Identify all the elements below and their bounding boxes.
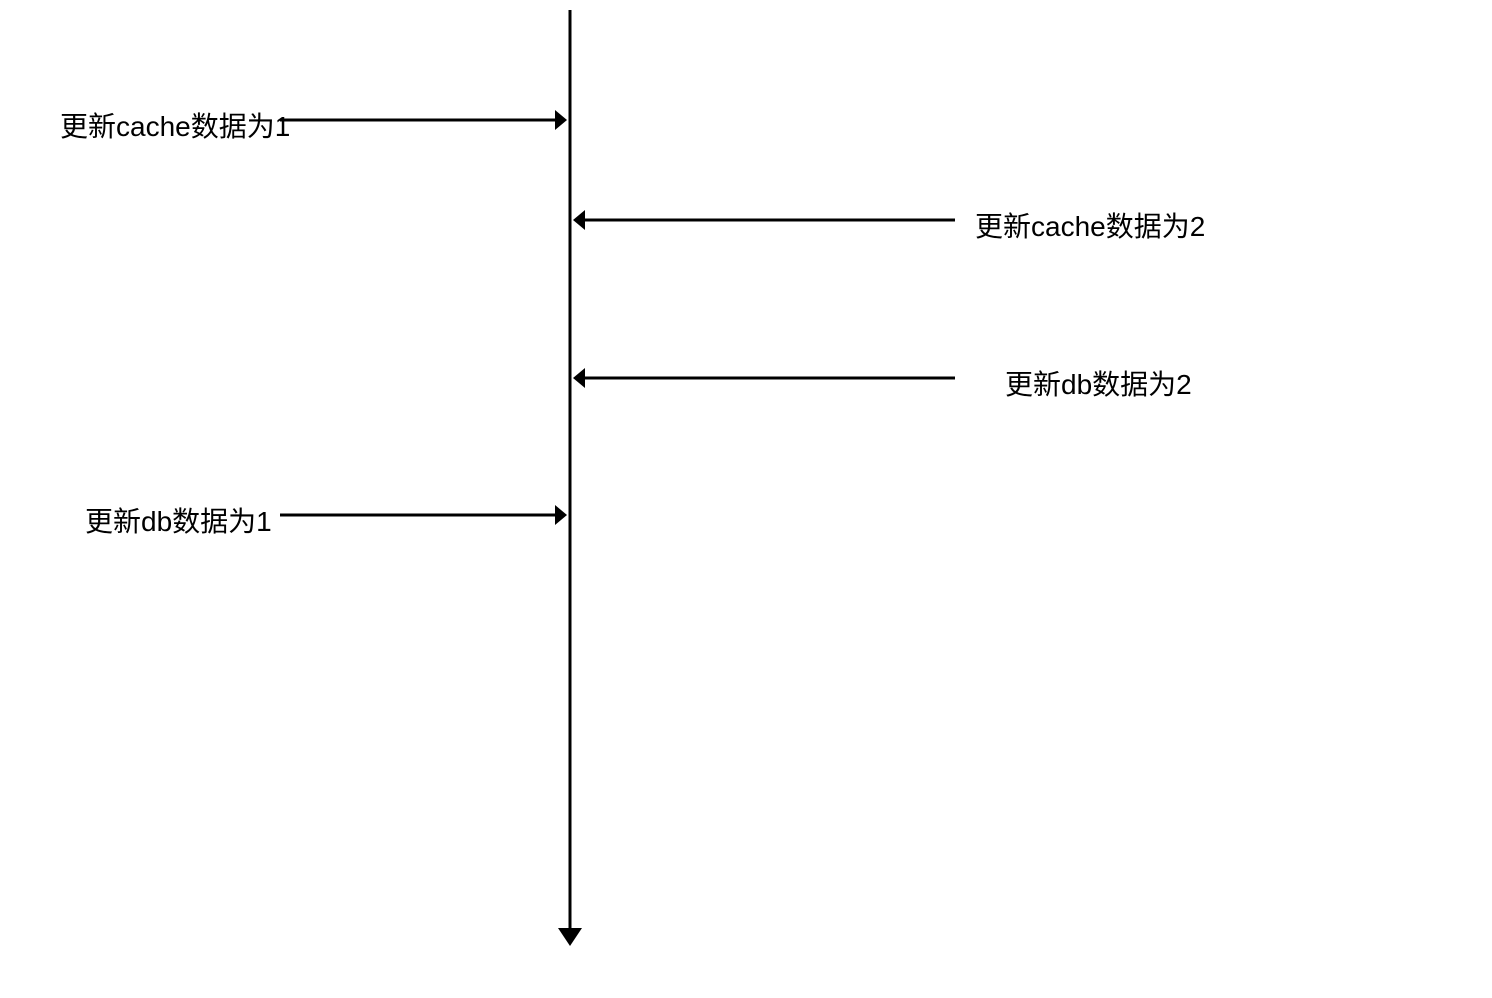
event-arrowhead bbox=[573, 210, 585, 230]
sequence-diagram: 更新cache数据为1 更新cache数据为2 更新db数据为2 更新db数据为… bbox=[0, 0, 1492, 998]
event-label-update-db-2: 更新db数据为2 bbox=[1005, 363, 1192, 403]
timeline-arrowhead bbox=[558, 928, 582, 946]
event-arrowhead bbox=[573, 368, 585, 388]
event-arrows bbox=[280, 110, 955, 525]
event-label-update-cache-1: 更新cache数据为1 bbox=[60, 105, 290, 145]
event-arrowhead bbox=[555, 110, 567, 130]
diagram-svg bbox=[0, 0, 1492, 998]
event-label-update-cache-2: 更新cache数据为2 bbox=[975, 205, 1205, 245]
event-arrowhead bbox=[555, 505, 567, 525]
event-label-update-db-1: 更新db数据为1 bbox=[85, 500, 272, 540]
